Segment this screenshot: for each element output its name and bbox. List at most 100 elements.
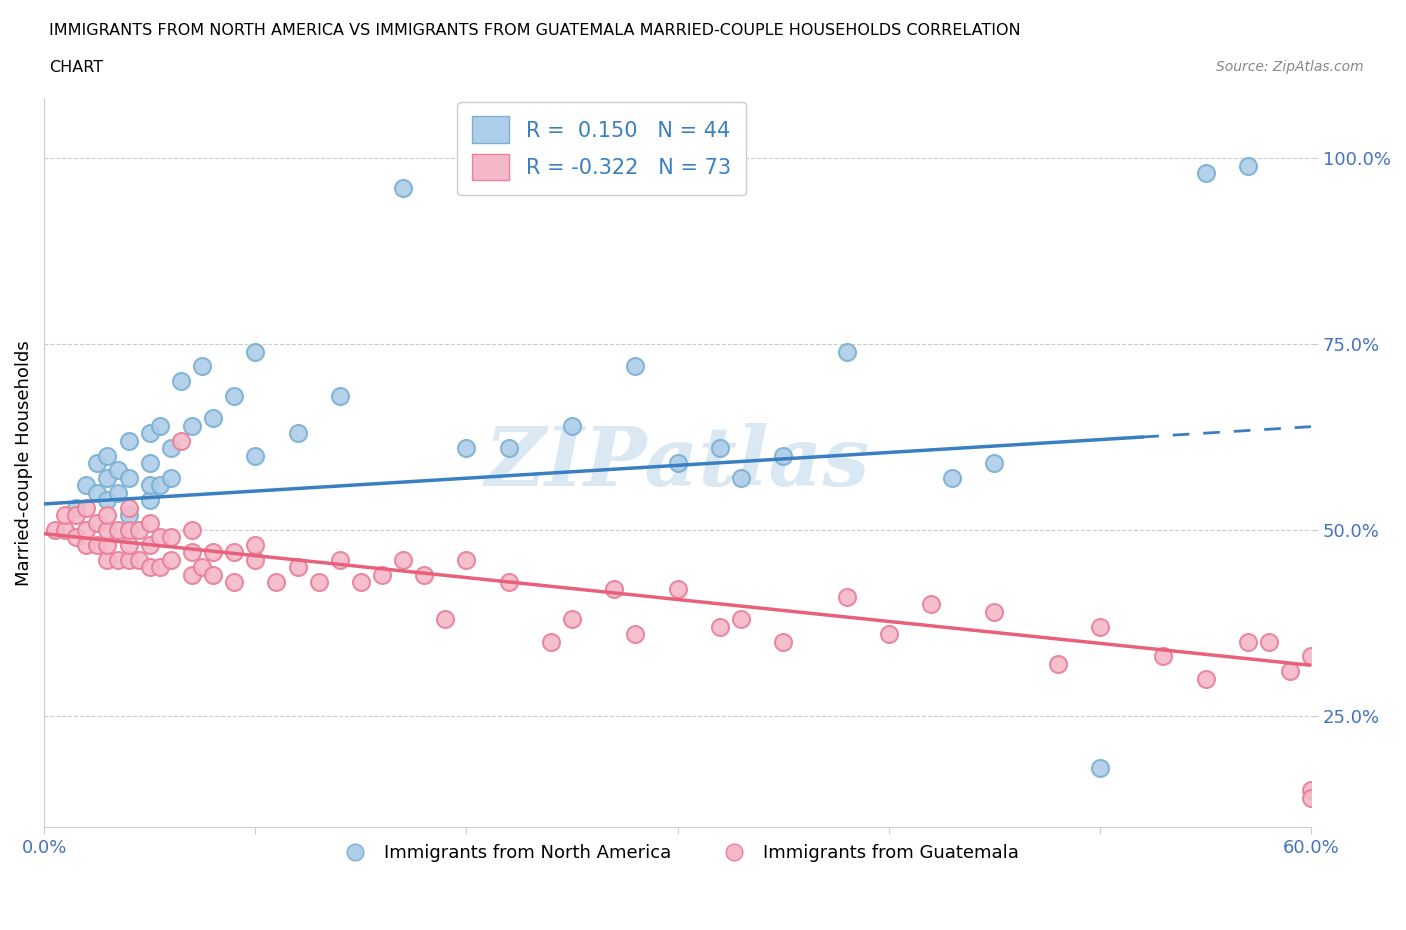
Point: [117, 538, 139, 552]
Point: [392, 180, 415, 195]
Point: [191, 560, 214, 575]
Point: [96, 552, 118, 567]
Point: [149, 418, 172, 433]
Point: [138, 560, 160, 575]
Point: [117, 471, 139, 485]
Point: [138, 493, 160, 508]
Point: [117, 433, 139, 448]
Point: [245, 538, 267, 552]
Point: [920, 597, 942, 612]
Point: [1279, 664, 1302, 679]
Point: [603, 582, 626, 597]
Point: [191, 359, 214, 374]
Point: [170, 433, 193, 448]
Point: [308, 575, 330, 590]
Point: [86, 538, 108, 552]
Point: [1088, 761, 1111, 776]
Point: [107, 485, 129, 500]
Point: [287, 560, 309, 575]
Point: [107, 552, 129, 567]
Point: [181, 545, 204, 560]
Point: [983, 456, 1005, 471]
Point: [149, 478, 172, 493]
Point: [117, 508, 139, 523]
Point: [117, 523, 139, 538]
Point: [1237, 634, 1260, 649]
Point: [709, 441, 731, 456]
Point: [371, 567, 394, 582]
Point: [835, 590, 858, 604]
Point: [86, 456, 108, 471]
Point: [202, 545, 225, 560]
Point: [65, 508, 87, 523]
Point: [159, 552, 181, 567]
Point: [1237, 158, 1260, 173]
Point: [413, 567, 436, 582]
Point: [835, 344, 858, 359]
Text: CHART: CHART: [49, 60, 103, 75]
Point: [138, 538, 160, 552]
Point: [329, 552, 352, 567]
Point: [96, 448, 118, 463]
Point: [107, 523, 129, 538]
Point: [96, 523, 118, 538]
Point: [128, 523, 150, 538]
Point: [107, 463, 129, 478]
Point: [117, 500, 139, 515]
Point: [224, 545, 246, 560]
Point: [666, 456, 689, 471]
Point: [245, 344, 267, 359]
Point: [1301, 790, 1323, 805]
Point: [1046, 657, 1069, 671]
Point: [138, 426, 160, 441]
Point: [877, 627, 900, 642]
Point: [96, 493, 118, 508]
Point: [772, 448, 794, 463]
Point: [117, 552, 139, 567]
Point: [287, 426, 309, 441]
Point: [561, 612, 583, 627]
Point: [149, 560, 172, 575]
Point: [1301, 649, 1323, 664]
Point: [138, 478, 160, 493]
Point: [138, 515, 160, 530]
Point: [96, 538, 118, 552]
Point: [392, 552, 415, 567]
Point: [1194, 671, 1216, 686]
Point: [96, 471, 118, 485]
Point: [941, 471, 963, 485]
Point: [96, 508, 118, 523]
Point: [159, 441, 181, 456]
Point: [138, 456, 160, 471]
Point: [245, 552, 267, 567]
Point: [159, 471, 181, 485]
Point: [224, 575, 246, 590]
Point: [498, 441, 520, 456]
Point: [434, 612, 457, 627]
Point: [624, 627, 647, 642]
Point: [456, 552, 478, 567]
Text: IMMIGRANTS FROM NORTH AMERICA VS IMMIGRANTS FROM GUATEMALA MARRIED-COUPLE HOUSEH: IMMIGRANTS FROM NORTH AMERICA VS IMMIGRA…: [49, 23, 1021, 38]
Point: [75, 478, 97, 493]
Point: [709, 619, 731, 634]
Legend: Immigrants from North America, Immigrants from Guatemala: Immigrants from North America, Immigrant…: [329, 837, 1026, 870]
Point: [540, 634, 562, 649]
Point: [1194, 166, 1216, 180]
Point: [181, 567, 204, 582]
Point: [53, 523, 76, 538]
Point: [65, 500, 87, 515]
Point: [75, 538, 97, 552]
Point: [730, 471, 752, 485]
Text: Source: ZipAtlas.com: Source: ZipAtlas.com: [1216, 60, 1364, 74]
Point: [65, 530, 87, 545]
Point: [329, 389, 352, 404]
Point: [624, 359, 647, 374]
Point: [350, 575, 373, 590]
Point: [983, 604, 1005, 619]
Point: [561, 418, 583, 433]
Point: [666, 582, 689, 597]
Point: [53, 508, 76, 523]
Point: [224, 389, 246, 404]
Point: [181, 418, 204, 433]
Point: [1301, 783, 1323, 798]
